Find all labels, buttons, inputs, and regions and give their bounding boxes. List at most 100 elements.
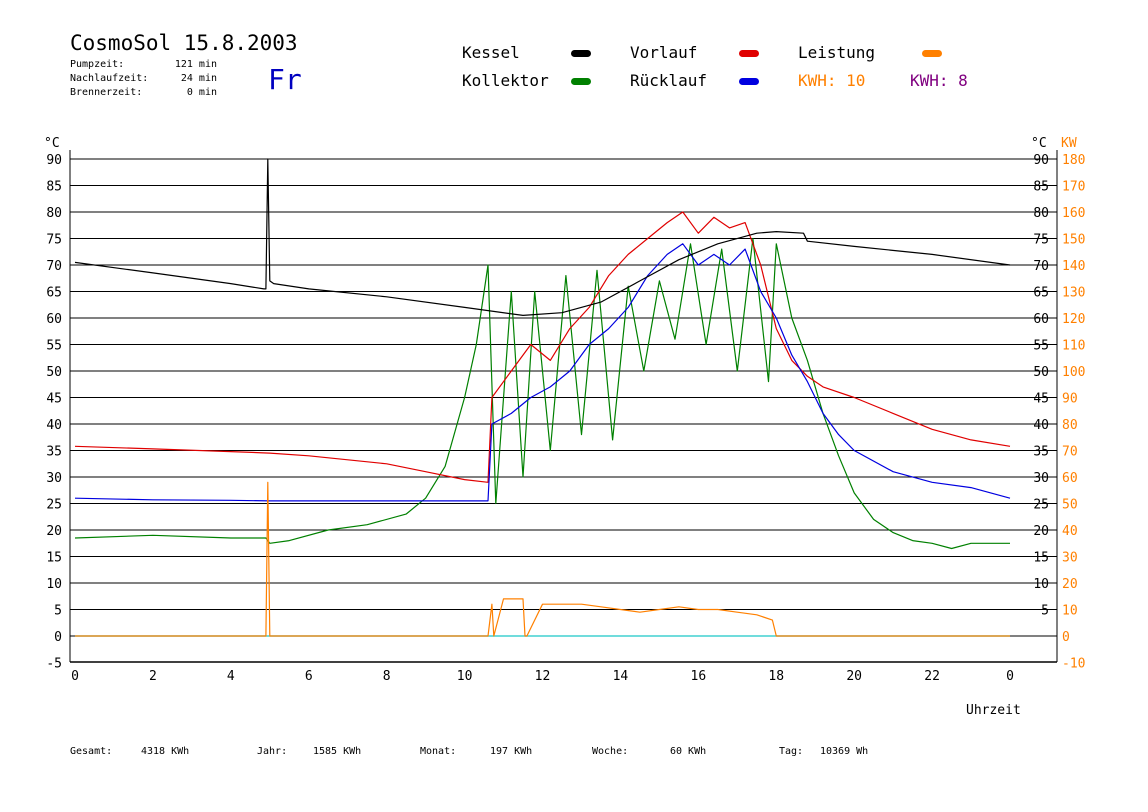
y-power-tick--10: -10	[1062, 657, 1085, 672]
y-right-tick-5: 5	[1041, 604, 1049, 619]
y-left-tick-25: 25	[46, 498, 62, 513]
stat-pumpzeit-label: Pumpzeit:	[70, 59, 124, 70]
x-tick-8: 16	[691, 669, 707, 684]
y-right-tick-65: 65	[1033, 286, 1049, 301]
y-power-tick-60: 60	[1062, 471, 1078, 486]
x-tick-10: 20	[846, 669, 862, 684]
footer-stats: Gesamt: 4318 KWh Jahr: 1585 KWh Monat: 1…	[70, 746, 868, 757]
y-right-tick-60: 60	[1033, 312, 1049, 327]
x-tick-4: 8	[383, 669, 391, 684]
y-power-tick-150: 150	[1062, 233, 1085, 248]
y-power-tick-0: 0	[1062, 630, 1070, 645]
y-power-tick-120: 120	[1062, 312, 1085, 327]
y-right-tick-35: 35	[1033, 445, 1049, 460]
y-right-tick-75: 75	[1033, 233, 1049, 248]
legend-vorlauf-swatch	[739, 50, 759, 57]
y-right-tick-25: 25	[1033, 498, 1049, 513]
y-right-temp-unit: °C	[1031, 136, 1047, 151]
y-right-tick-40: 40	[1033, 418, 1049, 433]
x-axis-label: Uhrzeit	[966, 703, 1021, 718]
y-power-tick-170: 170	[1062, 180, 1085, 195]
x-tick-2: 4	[227, 669, 235, 684]
x-tick-3: 6	[305, 669, 313, 684]
y-left-tick-80: 80	[46, 206, 62, 221]
stat-brenner-value: 0 min	[187, 87, 217, 98]
grid-lines	[70, 158, 1057, 637]
y-power-tick-110: 110	[1062, 339, 1085, 354]
footer-jahr-label: Jahr:	[257, 746, 287, 757]
stat-nachlauf-value: 24 min	[181, 73, 217, 84]
legend-ruecklauf-label: Rücklauf	[630, 71, 707, 90]
x-tick-7: 14	[613, 669, 629, 684]
y-power-tick-50: 50	[1062, 498, 1078, 513]
footer-tag-value: 10369 Wh	[820, 746, 868, 757]
stat-pumpzeit-value: 121 min	[175, 59, 217, 70]
y-power-tick-90: 90	[1062, 392, 1078, 407]
x-tick-0: 0	[71, 669, 79, 684]
y-power-tick-130: 130	[1062, 286, 1085, 301]
y-left-tick-55: 55	[46, 339, 62, 354]
y-left-tick-15: 15	[46, 551, 62, 566]
x-tick-9: 18	[768, 669, 784, 684]
legend-leistung-label: Leistung	[798, 43, 875, 62]
y-right-tick-50: 50	[1033, 365, 1049, 380]
tick-labels: -505101520253035404550556065707580859051…	[46, 153, 1085, 684]
y-right-power-unit: KW	[1061, 136, 1077, 151]
series-line-ruecklauf	[74, 243, 1011, 502]
y-left-tick-10: 10	[46, 577, 62, 592]
chart-title: CosmoSol 15.8.2003	[70, 31, 298, 55]
y-right-tick-55: 55	[1033, 339, 1049, 354]
y-power-tick-180: 180	[1062, 153, 1085, 168]
legend-kessel-label: Kessel	[462, 43, 520, 62]
y-right-tick-15: 15	[1033, 551, 1049, 566]
y-left-tick-40: 40	[46, 418, 62, 433]
x-tick-12: 0	[1006, 669, 1014, 684]
legend-ruecklauf-swatch	[739, 78, 759, 85]
legend-kessel-swatch	[571, 50, 591, 57]
y-left-tick-75: 75	[46, 233, 62, 248]
footer-tag-label: Tag:	[779, 746, 803, 757]
y-right-tick-80: 80	[1033, 206, 1049, 221]
y-left-tick-5: 5	[54, 604, 62, 619]
y-left-tick-60: 60	[46, 312, 62, 327]
y-power-tick-80: 80	[1062, 418, 1078, 433]
x-tick-6: 12	[535, 669, 551, 684]
y-power-tick-40: 40	[1062, 524, 1078, 539]
y-left-tick-70: 70	[46, 259, 62, 274]
y-right-tick-90: 90	[1033, 153, 1049, 168]
y-left-tick-35: 35	[46, 445, 62, 460]
footer-woche-value: 60 KWh	[670, 746, 706, 757]
y-left-tick-0: 0	[54, 630, 62, 645]
footer-jahr-value: 1585 KWh	[313, 746, 361, 757]
footer-monat-value: 197 KWh	[490, 746, 532, 757]
y-power-tick-10: 10	[1062, 604, 1078, 619]
y-power-tick-140: 140	[1062, 259, 1085, 274]
legend-kollektor-swatch	[571, 78, 591, 85]
y-right-tick-45: 45	[1033, 392, 1049, 407]
x-tick-1: 2	[149, 669, 157, 684]
y-left-tick-65: 65	[46, 286, 62, 301]
y-left-tick-30: 30	[46, 471, 62, 486]
y-power-tick-70: 70	[1062, 445, 1078, 460]
stat-nachlauf-label: Nachlaufzeit:	[70, 73, 148, 84]
y-right-tick-20: 20	[1033, 524, 1049, 539]
series-line-vorlauf	[74, 211, 1011, 483]
y-left-tick--5: -5	[46, 657, 62, 672]
y-power-tick-20: 20	[1062, 577, 1078, 592]
y-left-tick-90: 90	[46, 153, 62, 168]
stat-brenner-label: Brennerzeit:	[70, 87, 142, 98]
y-right-tick-70: 70	[1033, 259, 1049, 274]
y-right-tick-30: 30	[1033, 471, 1049, 486]
footer-monat-label: Monat:	[420, 746, 456, 757]
series-line-kessel	[74, 158, 1011, 316]
y-right-tick-85: 85	[1033, 180, 1049, 195]
weekday-label: Fr	[268, 63, 302, 96]
y-power-tick-160: 160	[1062, 206, 1085, 221]
footer-woche-label: Woche:	[592, 746, 628, 757]
y-left-tick-20: 20	[46, 524, 62, 539]
legend-kwh-orange: KWH: 10	[798, 71, 865, 90]
y-right-tick-10: 10	[1033, 577, 1049, 592]
y-left-tick-85: 85	[46, 180, 62, 195]
plot-area	[74, 158, 1011, 637]
